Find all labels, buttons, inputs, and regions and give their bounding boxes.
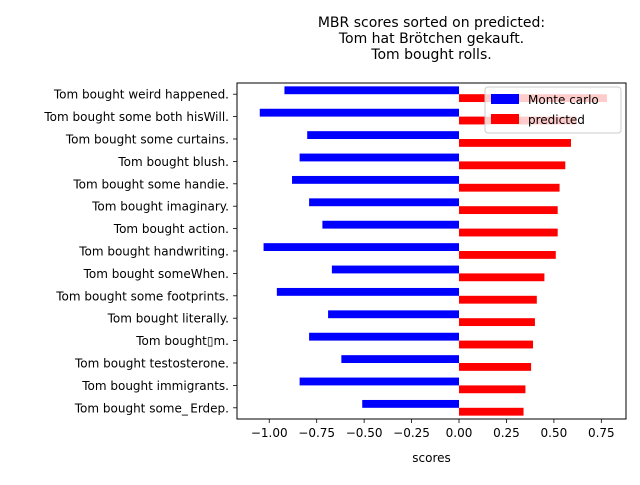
bar-predicted [459, 407, 524, 416]
bar-predicted [459, 228, 558, 237]
bar-predicted [459, 183, 560, 192]
bar-predicted [459, 139, 571, 147]
y-tick-label: Tom bought immigrants. [81, 379, 229, 393]
y-tick-label: Tom bought literally. [107, 312, 229, 326]
chart-title-line: MBR scores sorted on predicted: [318, 15, 545, 31]
chart-title-line: Tom hat Brötchen gekauft. [338, 31, 524, 47]
y-tick-label: Tom bought some_ Erdep. [74, 401, 229, 415]
bar-monte-carlo [309, 198, 460, 207]
x-tick-label: −0.25 [393, 426, 430, 440]
bar-monte-carlo [292, 175, 460, 184]
bar-monte-carlo [328, 310, 460, 319]
bar-monte-carlo [307, 131, 460, 139]
x-tick-label: 0.25 [493, 426, 520, 440]
y-tick-label: Tom bought some handie. [72, 177, 229, 191]
y-tick-label: Tom bought some footprints. [55, 289, 229, 303]
bars [259, 86, 608, 416]
bar-predicted [459, 273, 545, 282]
y-tick-label: Tom bought someWhen. [83, 267, 229, 281]
x-tick-label: −0.75 [298, 426, 335, 440]
bar-predicted [459, 340, 534, 349]
bar-monte-carlo [322, 220, 460, 229]
y-tick-label: Tom bought blush. [117, 155, 229, 169]
y-tick-label: Tom bought imaginary. [91, 200, 229, 214]
bar-monte-carlo [259, 108, 460, 117]
x-tick-label: −1.00 [251, 426, 288, 440]
x-axis-label: scores [412, 451, 451, 465]
bar-monte-carlo [331, 265, 460, 274]
chart-title: MBR scores sorted on predicted:Tom hat B… [318, 15, 545, 63]
legend-swatch [491, 94, 519, 104]
x-tick-label: 0.75 [588, 426, 615, 440]
y-tick-label: Tom bought some curtains. [65, 133, 229, 147]
y-tick-label: Tom bought testosterone. [74, 357, 229, 371]
bar-monte-carlo [263, 243, 460, 251]
bar-predicted [459, 295, 537, 304]
bar-monte-carlo [341, 355, 460, 363]
bar-predicted [459, 318, 535, 327]
y-tick-label: Tom bought weird happened. [53, 88, 229, 102]
y-tick-label: Tom bought▯m. [135, 334, 229, 348]
legend: Monte carlo predicted [484, 86, 622, 134]
legend-label: Monte carlo [528, 93, 599, 107]
bar-monte-carlo [276, 287, 460, 296]
chart-title-line: Tom bought rolls. [370, 47, 491, 63]
x-tick-label: −0.50 [346, 426, 383, 440]
bar-predicted [459, 251, 556, 259]
bar-monte-carlo [299, 153, 460, 162]
x-axis-ticks: −1.00 −0.75 −0.50 −0.25 0.00 0.25 0.50 0.75 [251, 419, 615, 440]
bar-monte-carlo [362, 399, 460, 408]
bar-predicted [459, 363, 532, 371]
legend-label: predicted [528, 113, 585, 127]
bar-predicted [459, 385, 526, 394]
bar-monte-carlo [309, 332, 460, 341]
y-axis-ticks: Tom bought weird happened. Tom bought som… [43, 88, 237, 415]
y-tick-label: Tom bought handwriting. [78, 245, 229, 259]
y-tick-label: Tom bought some both hisWill. [43, 110, 229, 124]
legend-swatch [491, 114, 519, 124]
x-tick-label: 0.50 [541, 426, 568, 440]
y-tick-label: Tom bought action. [113, 222, 229, 236]
axes-frame [236, 82, 627, 420]
bar-monte-carlo [284, 86, 460, 95]
bar-predicted [459, 206, 558, 215]
bar-predicted [459, 161, 566, 170]
x-tick-label: 0.00 [446, 426, 473, 440]
bar-monte-carlo [299, 377, 460, 386]
